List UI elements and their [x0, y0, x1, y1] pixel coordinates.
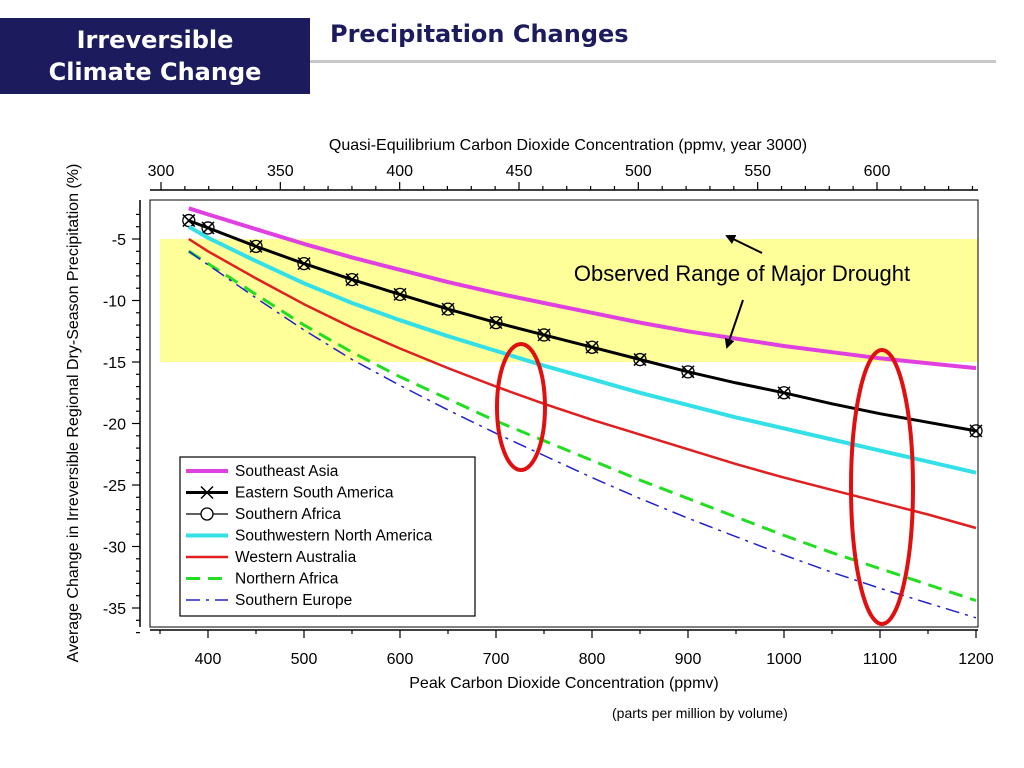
series-line-southwestern-north-america — [187, 224, 977, 475]
x2-tick-label: 550 — [744, 163, 771, 180]
y-tick-label: -25 — [103, 478, 126, 495]
x-tick-label: 700 — [483, 651, 510, 668]
legend-marker-circle — [200, 507, 214, 521]
x2-tick-label: 450 — [506, 163, 533, 180]
marker-circle-southern-africa — [585, 340, 599, 354]
marker-circle-southern-africa — [441, 302, 455, 316]
y-tick-label: -15 — [103, 355, 126, 372]
drought-range-label: Observed Range of Major Drought — [574, 261, 910, 286]
series-line-southern-europe — [188, 250, 977, 619]
x2-tick-label: 600 — [864, 163, 891, 180]
x-tick-label: 1200 — [958, 651, 994, 668]
marker-circle-southern-africa — [969, 424, 983, 438]
marker-circle-southern-africa — [393, 287, 407, 302]
legend-label: Northern Africa — [235, 571, 339, 588]
series-line-southern-africa — [188, 220, 977, 432]
marker-circle-southern-africa — [537, 328, 551, 342]
x-axis-label: Peak Carbon Dioxide Concentration (ppmv) — [409, 675, 718, 692]
y-tick-label: -30 — [103, 540, 126, 557]
marker-circle-southern-africa — [345, 272, 359, 287]
marker-circle-southern-africa — [297, 256, 311, 271]
x2-tick-label: 350 — [267, 163, 294, 180]
legend-label: Southwestern North America — [235, 528, 433, 545]
legend-label: Southern Europe — [235, 592, 352, 609]
highlight-ellipse-1100 — [849, 348, 915, 626]
legend-marker-x — [200, 485, 214, 500]
marker-circle-southern-africa — [633, 352, 647, 367]
x-tick-label: 1100 — [863, 651, 898, 668]
drought-arrow-down — [724, 299, 744, 349]
drought-arrow-up — [725, 234, 763, 254]
section-title-line1: Irreversible — [76, 26, 234, 54]
heading-divider — [310, 60, 996, 63]
x-tick-label: 900 — [675, 651, 702, 668]
series-line-western-australia — [188, 237, 977, 530]
x2-tick-label: 400 — [386, 163, 413, 180]
highlight-ellipse-700 — [495, 342, 547, 472]
y-tick-label: -10 — [103, 294, 126, 311]
x2-tick-label: 500 — [625, 163, 652, 180]
marker-circle-southern-africa — [489, 315, 503, 330]
section-title-box: Irreversible Climate Change — [0, 18, 310, 94]
legend-label: Southeast Asia — [235, 463, 339, 480]
legend-label: Western Australia — [235, 549, 357, 566]
slide-heading: Precipitation Changes — [330, 20, 629, 48]
y-tick-label: -5 — [112, 232, 126, 249]
marker-circle-southern-africa — [182, 213, 196, 228]
x-tick-label: 400 — [195, 651, 222, 668]
x-tick-label: 500 — [291, 651, 318, 668]
chart-footnote: (parts per million by volume) — [612, 705, 788, 721]
section-title-line2: Climate Change — [48, 58, 262, 86]
x2-tick-label: 300 — [148, 163, 175, 180]
marker-circle-southern-africa — [249, 239, 263, 254]
marker-circle-southern-africa — [777, 386, 791, 400]
legend-label: Southern Africa — [235, 506, 341, 523]
y-axis-label: Average Change in Irreversible Regional … — [65, 164, 82, 663]
plot-frame — [149, 199, 979, 628]
legend-label: Eastern South America — [235, 485, 394, 502]
y-tick-label: -35 — [103, 601, 126, 618]
x-tick-label: 600 — [387, 651, 414, 668]
marker-circle-southern-africa — [201, 221, 215, 235]
series-line-southeast-asia — [188, 206, 977, 371]
marker-circle-southern-africa — [681, 365, 695, 379]
x-tick-label: 800 — [579, 651, 606, 668]
series-line-northern-africa — [187, 250, 977, 603]
x-tick-label: 1000 — [766, 651, 802, 668]
legend-box — [179, 456, 476, 617]
y-tick-label: -20 — [103, 417, 126, 434]
x2-axis-label: Quasi-Equilibrium Carbon Dioxide Concent… — [329, 137, 807, 154]
